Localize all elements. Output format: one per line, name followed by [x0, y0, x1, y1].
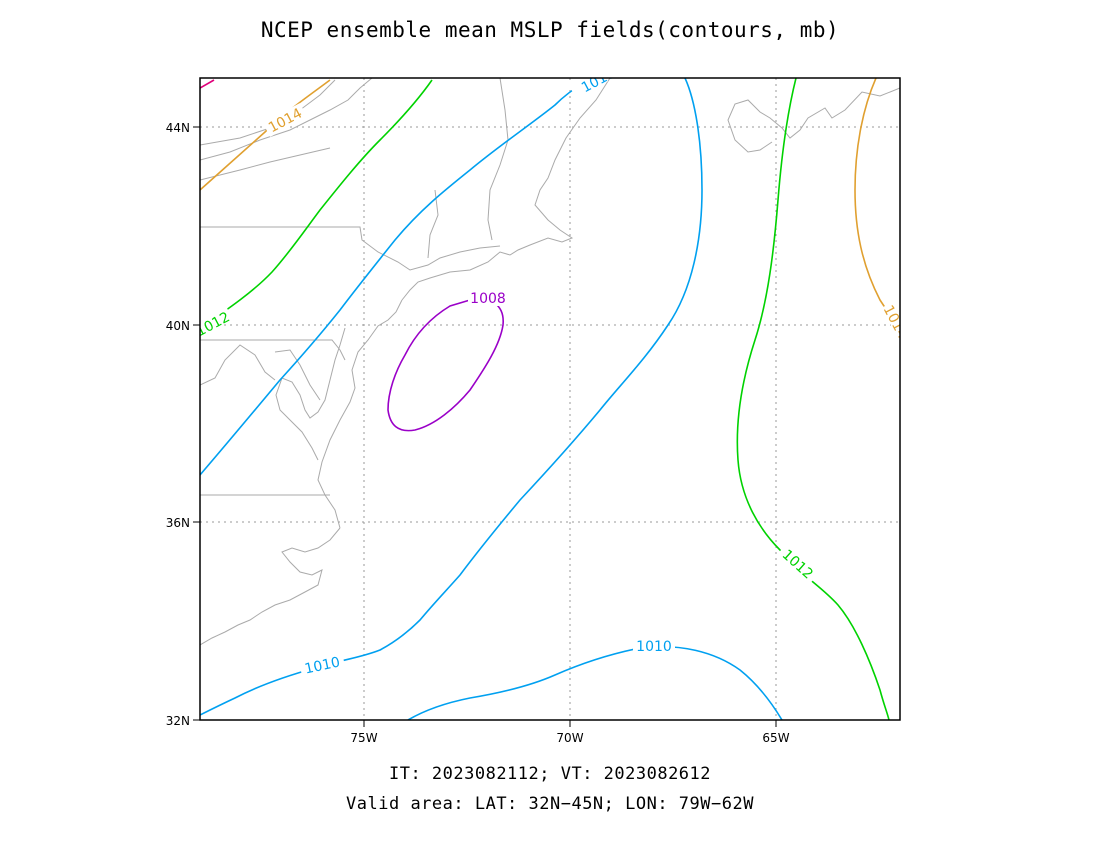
lat-axis-labels: 32N 36N 40N 44N — [166, 121, 190, 728]
contour-labels: 1008 1010 1010 1010 1012 1012 1014 1014 — [200, 65, 911, 677]
coastline-maine — [401, 78, 611, 301]
contours — [200, 78, 900, 720]
lon-label-70w: 70W — [556, 731, 583, 745]
contour-edge-magenta — [200, 79, 215, 89]
area-info: Valid area: LAT: 32N−45N; LON: 79W−62W — [346, 794, 754, 814]
border-wv — [200, 344, 276, 386]
coastline-new-england — [727, 87, 900, 153]
lon-label-65w: 65W — [762, 731, 789, 745]
lat-label-44n: 44N — [166, 121, 190, 135]
coastline-chesapeake — [275, 327, 346, 461]
chart-title: NCEP ensemble mean MSLP fields(contours,… — [260, 18, 840, 42]
lat-label-36n: 36N — [166, 516, 190, 530]
tick-marks — [193, 126, 777, 727]
contour-label-1010-s: 1010 — [636, 639, 672, 655]
time-info: IT: 2023082112; VT: 2023082612 — [388, 764, 712, 784]
contour-label-1008: 1008 — [470, 291, 506, 307]
coastline-mid-atlantic — [317, 299, 403, 529]
contour-1012-east — [736, 78, 890, 720]
contour-1012-west — [200, 79, 433, 329]
plot-frame — [199, 77, 901, 721]
border-nh — [487, 78, 509, 241]
contour-1010-south — [407, 645, 783, 720]
contour-label-1010-n: 1010 — [579, 65, 618, 96]
coastline-nc — [200, 527, 341, 646]
border-canada-2 — [200, 79, 336, 146]
gridlines — [200, 78, 900, 720]
lat-label-40n: 40N — [166, 319, 190, 333]
lon-axis-labels: 75W 70W 65W — [350, 731, 789, 745]
lon-label-75w: 75W — [350, 731, 377, 745]
contour-label-1014-e: 1014 — [880, 303, 911, 342]
contour-1010-east — [200, 78, 703, 716]
contour-label-1010-sw: 1010 — [303, 654, 341, 677]
border-pa — [200, 339, 346, 361]
border-md — [274, 349, 321, 401]
contour-1010-west — [200, 81, 586, 476]
contour-1014-east — [854, 78, 900, 331]
border-new-york — [200, 226, 501, 271]
contour-1014-west — [200, 79, 331, 191]
contour-1008 — [387, 298, 504, 432]
border-canada — [200, 78, 373, 161]
lat-label-32n: 32N — [166, 714, 190, 728]
border-vermont — [427, 189, 439, 259]
border-ny-lake — [200, 147, 331, 181]
